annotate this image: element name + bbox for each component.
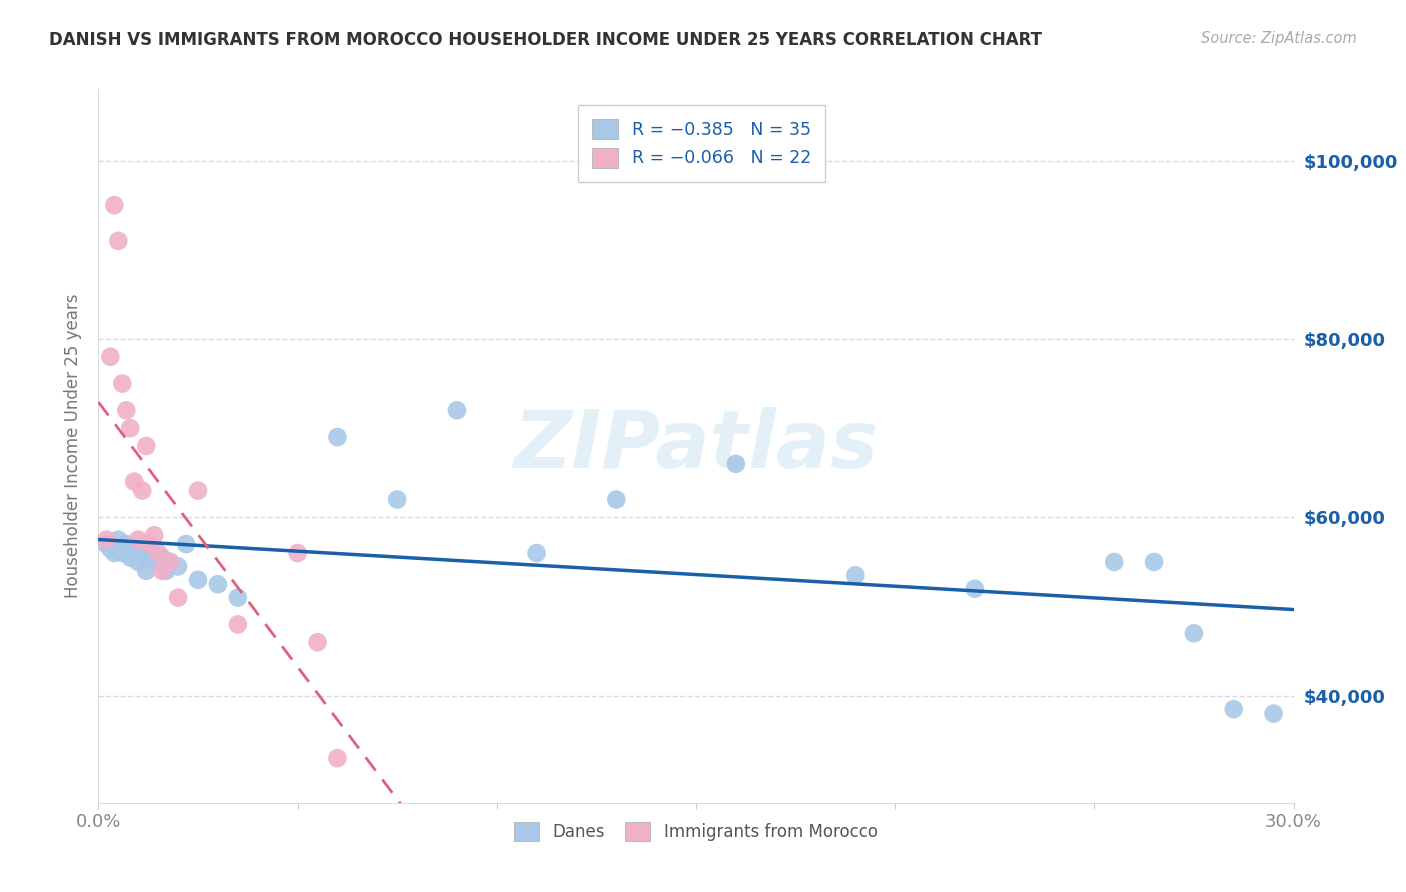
Point — [115, 537, 138, 551]
Point — [1263, 706, 1285, 721]
Point — [385, 492, 409, 507]
Point — [167, 591, 190, 605]
Point — [446, 403, 468, 417]
Point — [115, 403, 138, 417]
Point — [148, 555, 170, 569]
Point — [131, 546, 153, 560]
Text: DANISH VS IMMIGRANTS FROM MOROCCO HOUSEHOLDER INCOME UNDER 25 YEARS CORRELATION : DANISH VS IMMIGRANTS FROM MOROCCO HOUSEH… — [49, 31, 1042, 49]
Point — [207, 577, 229, 591]
Point — [844, 568, 866, 582]
Point — [307, 635, 329, 649]
Point — [159, 555, 181, 569]
Point — [226, 591, 249, 605]
Point — [120, 421, 142, 435]
Point — [526, 546, 548, 560]
Point — [127, 533, 149, 547]
Point — [127, 555, 149, 569]
Point — [103, 198, 125, 212]
Legend: Danes, Immigrants from Morocco: Danes, Immigrants from Morocco — [508, 815, 884, 848]
Point — [159, 555, 181, 569]
Point — [120, 550, 142, 565]
Point — [1182, 626, 1205, 640]
Point — [1223, 702, 1246, 716]
Point — [143, 528, 166, 542]
Point — [143, 546, 166, 560]
Point — [1143, 555, 1166, 569]
Y-axis label: Householder Income Under 25 years: Householder Income Under 25 years — [65, 293, 83, 599]
Point — [724, 457, 747, 471]
Point — [150, 564, 173, 578]
Point — [135, 564, 157, 578]
Point — [187, 483, 209, 498]
Point — [155, 564, 177, 578]
Point — [124, 541, 146, 556]
Text: ZIPatlas: ZIPatlas — [513, 407, 879, 485]
Point — [135, 439, 157, 453]
Text: Source: ZipAtlas.com: Source: ZipAtlas.com — [1201, 31, 1357, 46]
Point — [1104, 555, 1126, 569]
Point — [96, 533, 118, 547]
Point — [167, 559, 190, 574]
Point — [131, 483, 153, 498]
Point — [139, 550, 162, 565]
Point — [111, 376, 134, 391]
Point — [963, 582, 986, 596]
Point — [150, 550, 173, 565]
Point — [287, 546, 309, 560]
Point — [326, 430, 349, 444]
Point — [139, 537, 162, 551]
Point — [174, 537, 197, 551]
Point — [187, 573, 209, 587]
Point — [96, 537, 118, 551]
Point — [148, 546, 170, 560]
Point — [98, 541, 122, 556]
Point — [111, 546, 134, 560]
Point — [98, 350, 122, 364]
Point — [103, 546, 125, 560]
Point — [226, 617, 249, 632]
Point — [107, 234, 129, 248]
Point — [605, 492, 627, 507]
Point — [124, 475, 146, 489]
Point — [107, 533, 129, 547]
Point — [326, 751, 349, 765]
